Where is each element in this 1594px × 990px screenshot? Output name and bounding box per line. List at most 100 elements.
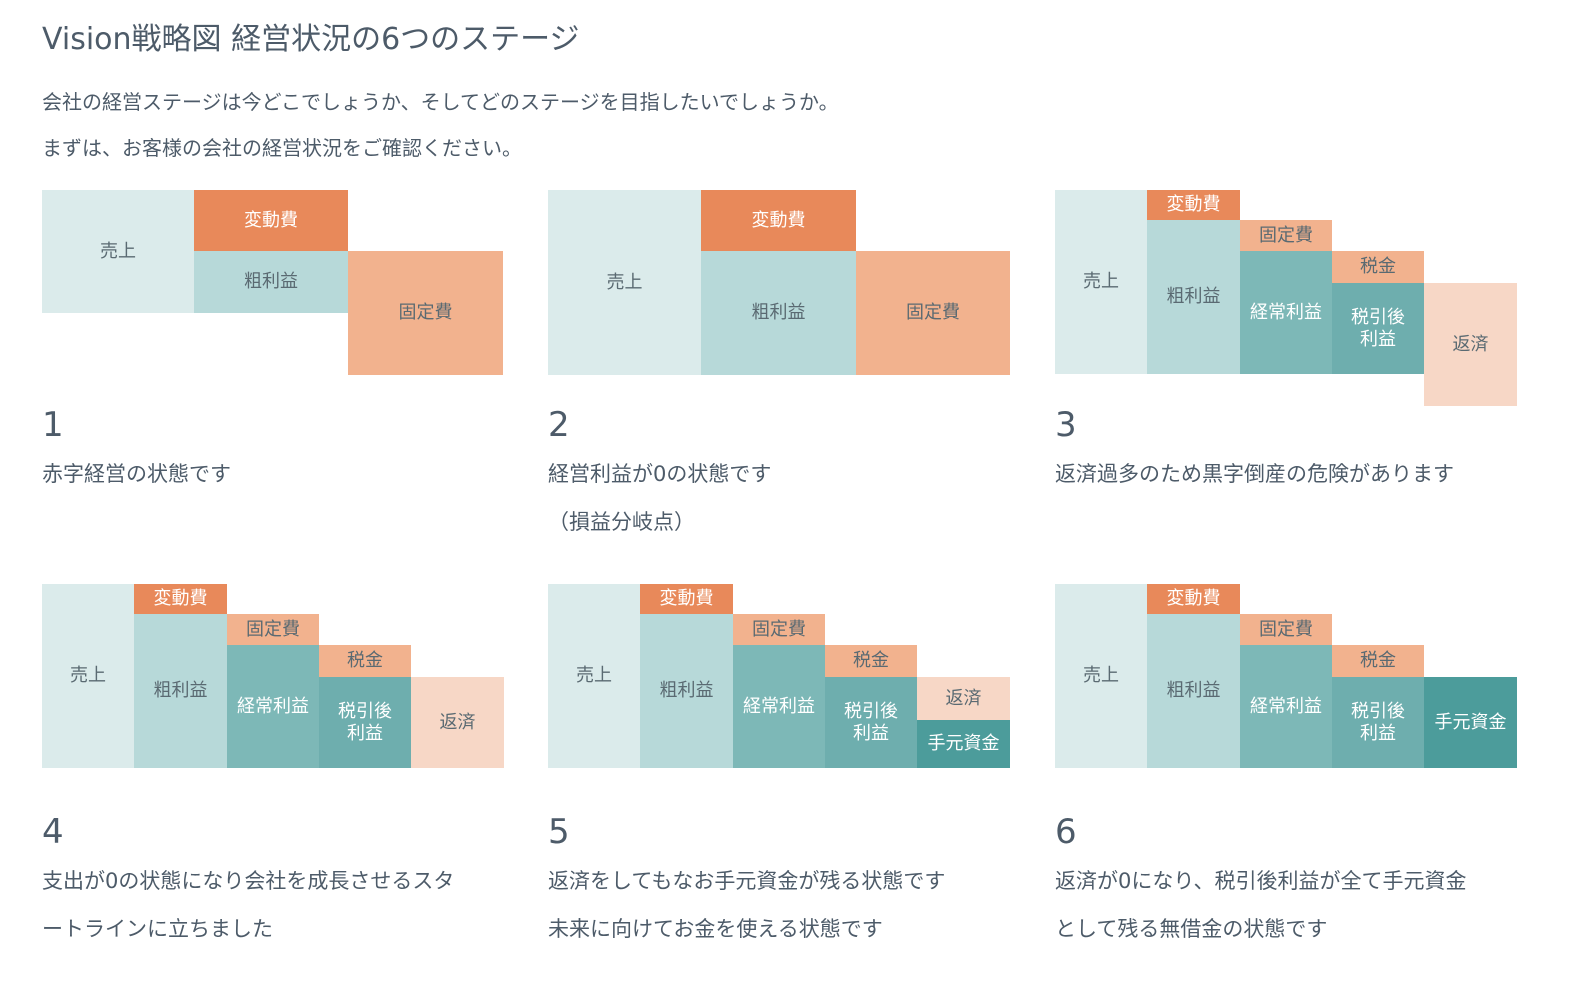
block-label: 売上 (1083, 665, 1119, 686)
block-label: 税金 (1360, 650, 1396, 671)
block-label: 粗利益 (659, 680, 714, 701)
block: 変動費 (134, 584, 227, 614)
block-label: 利益 (1360, 328, 1396, 350)
block: 税金 (1332, 645, 1424, 677)
stage-number: 6 (1055, 812, 1077, 852)
intro-line: 会社の経営ステージは今どこでしょうか、そしてどのステージを目指したいでしょうか。 (42, 90, 839, 114)
title: Vision戦略図 経営状況の6つのステージ (42, 22, 580, 57)
stage-description: 未来に向けてお金を使える状態です (548, 917, 883, 941)
block-label: 返済 (945, 687, 982, 709)
block-label: 売上 (606, 271, 643, 293)
block-label: 粗利益 (244, 271, 298, 292)
block: 粗利益 (194, 251, 348, 313)
stage-number: 1 (42, 405, 64, 445)
block-label: 粗利益 (153, 680, 208, 701)
intro-line: まずは、お客様の会社の経営状況をご確認ください。 (42, 136, 522, 160)
block-label: 売上 (576, 665, 612, 686)
stage-description: 返済過多のため黒字倒産の危険があります (1055, 462, 1454, 486)
block-label: 税引後 (1351, 306, 1405, 328)
block: 売上 (548, 190, 701, 375)
block-label: 利益 (1360, 722, 1396, 744)
block-label: 税引後 (1351, 700, 1405, 722)
stage-number: 5 (548, 812, 570, 852)
block-label: 変動費 (751, 209, 806, 231)
block-label: 固定費 (1259, 224, 1313, 246)
block: 経常利益 (1240, 251, 1332, 374)
block: 粗利益 (640, 614, 733, 768)
stage-description: 返済が0になり、税引後利益が全て手元資金 (1055, 869, 1467, 893)
block: 税引後 利益 (1332, 283, 1424, 374)
block: 変動費 (701, 190, 856, 251)
stage-description: ートラインに立ちました (42, 917, 273, 941)
block: 売上 (42, 584, 134, 768)
block: 変動費 (1147, 190, 1240, 220)
block-label: 固定費 (906, 302, 960, 323)
block-label: 固定費 (398, 302, 453, 323)
block-label: 税引後 (338, 700, 392, 722)
block-label: 税金 (347, 650, 383, 671)
block: 固定費 (1240, 614, 1332, 645)
block-label: 変動費 (153, 588, 208, 609)
block: 手元資金 (1424, 677, 1517, 768)
block-label: 変動費 (659, 588, 714, 609)
block: 固定費 (227, 614, 319, 645)
block: 変動費 (194, 190, 348, 251)
block: 税金 (319, 645, 411, 677)
block-label: 手元資金 (1434, 711, 1507, 733)
block: 粗利益 (134, 614, 227, 768)
block: 変動費 (1147, 584, 1240, 614)
block: 返済 (917, 677, 1010, 720)
block: 売上 (548, 584, 640, 768)
block: 売上 (1055, 190, 1147, 374)
block: 税引後 利益 (319, 677, 411, 768)
block-label: 売上 (1083, 271, 1119, 292)
block-label: 手元資金 (927, 733, 1000, 754)
block: 経常利益 (1240, 645, 1332, 768)
stage-description: 返済をしてもなお手元資金が残る状態です (548, 869, 946, 893)
block-label: 利益 (347, 722, 383, 744)
block: 税引後 利益 (825, 677, 917, 768)
block-label: 経常利益 (237, 695, 309, 717)
block-label: 税金 (1360, 256, 1396, 277)
block-label: 利益 (853, 722, 889, 744)
block: 粗利益 (1147, 220, 1240, 374)
block: 固定費 (733, 614, 825, 645)
block-label: 税引後 (844, 700, 898, 722)
block: 経常利益 (227, 645, 319, 768)
block-label: 返済 (1452, 333, 1489, 355)
block-label: 経常利益 (1250, 695, 1322, 717)
block: 固定費 (856, 251, 1010, 375)
stage-description: として残る無借金の状態です (1055, 917, 1328, 941)
block-label: 固定費 (1259, 618, 1313, 640)
block-label: 固定費 (246, 618, 300, 640)
block-label: 粗利益 (1166, 680, 1221, 701)
stage-description: 経営利益が0の状態です (548, 462, 772, 486)
stage-description: （損益分岐点） (548, 510, 695, 534)
block-label: 税金 (853, 650, 889, 671)
block: 変動費 (640, 584, 733, 614)
block-label: 変動費 (1166, 588, 1221, 609)
block: 税金 (1332, 251, 1424, 283)
block-label: 固定費 (752, 618, 806, 640)
stage-number: 3 (1055, 405, 1077, 445)
block: 手元資金 (917, 720, 1010, 768)
stage-description: 赤字経営の状態です (42, 462, 231, 486)
block-label: 粗利益 (751, 302, 806, 323)
block-label: 変動費 (1166, 194, 1221, 215)
block-label: 返済 (439, 711, 476, 733)
block-label: 変動費 (244, 209, 298, 231)
block: 経常利益 (733, 645, 825, 768)
block: 売上 (1055, 584, 1147, 768)
block: 税金 (825, 645, 917, 677)
block-label: 経常利益 (1250, 301, 1322, 323)
block: 売上 (42, 190, 194, 313)
block: 粗利益 (1147, 614, 1240, 768)
block: 返済 (1424, 283, 1517, 406)
block-label: 経常利益 (743, 695, 815, 717)
block: 固定費 (348, 251, 503, 375)
block-label: 粗利益 (1166, 286, 1221, 307)
block: 固定費 (1240, 220, 1332, 251)
stage-number: 4 (42, 812, 64, 852)
stage-number: 2 (548, 405, 570, 445)
